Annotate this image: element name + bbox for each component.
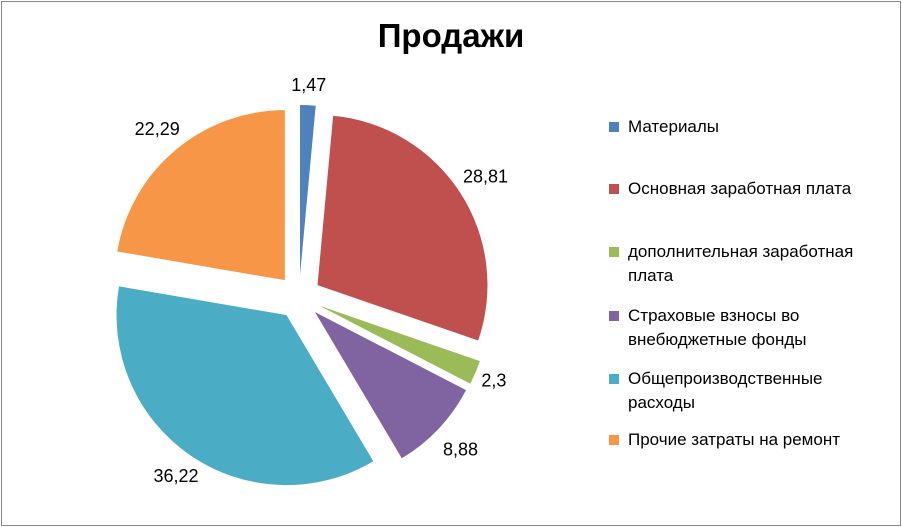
data-label-overhead: 36,22	[153, 466, 198, 486]
legend-label: Основная заработная плата	[628, 179, 852, 198]
pie-slice-materials	[300, 105, 316, 276]
data-label-insurance: 8,88	[443, 439, 478, 459]
legend-label: Прочие затраты на ремонт	[628, 430, 841, 449]
legend-label: дополнительная заработная плата	[628, 242, 854, 285]
legend-label: Материалы	[628, 117, 720, 136]
pie-slice-additional-salary	[319, 305, 480, 384]
legend-swatch	[609, 311, 619, 321]
data-label-materials: 1,47	[291, 75, 326, 95]
legend-label: Общепроизводственные расходы	[628, 369, 823, 412]
data-label-other-repair: 22,29	[135, 119, 180, 139]
legend-label: Страховые взносы во внебюджетные фонды	[628, 306, 807, 349]
legend-swatch	[609, 374, 619, 384]
pie-slice-other-repair	[117, 110, 285, 281]
chart-title: Продажи	[377, 17, 525, 54]
legend-swatch	[609, 435, 619, 445]
legend-swatch	[609, 184, 619, 194]
legend-swatch	[609, 122, 619, 132]
pie-slice-main-salary	[317, 115, 488, 341]
pie-slice-insurance	[315, 312, 467, 459]
data-label-additional-salary: 2,3	[481, 371, 506, 391]
legend-swatch	[609, 247, 619, 257]
data-label-main-salary: 28,81	[463, 167, 508, 187]
pie-slice-overhead	[116, 286, 374, 486]
